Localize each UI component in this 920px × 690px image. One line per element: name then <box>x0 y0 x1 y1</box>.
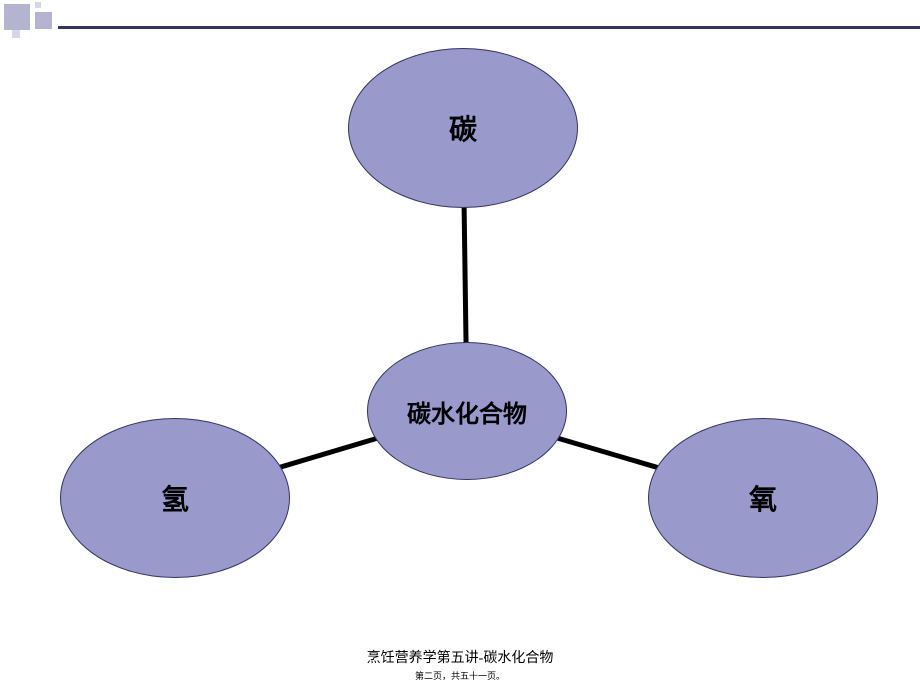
diagram-node-center: 碳水化合物 <box>367 342 567 480</box>
slide-footer: 烹饪营养学第五讲-碳水化合物 第二页，共五十一页。 <box>0 647 920 682</box>
node-label: 氢 <box>161 478 189 518</box>
footer-page-number: 第二页，共五十一页。 <box>0 669 920 682</box>
diagram-node-top: 碳 <box>348 48 578 208</box>
node-label: 碳 <box>449 108 477 148</box>
diagram-node-left: 氢 <box>60 418 290 578</box>
node-label: 氧 <box>749 478 777 518</box>
diagram-container: 碳水化合物 碳氢 氧 <box>0 0 920 690</box>
diagram-node-right: 氧 <box>648 418 878 578</box>
node-label: 碳水化合物 <box>407 394 527 429</box>
footer-title: 烹饪营养学第五讲-碳水化合物 <box>0 647 920 667</box>
